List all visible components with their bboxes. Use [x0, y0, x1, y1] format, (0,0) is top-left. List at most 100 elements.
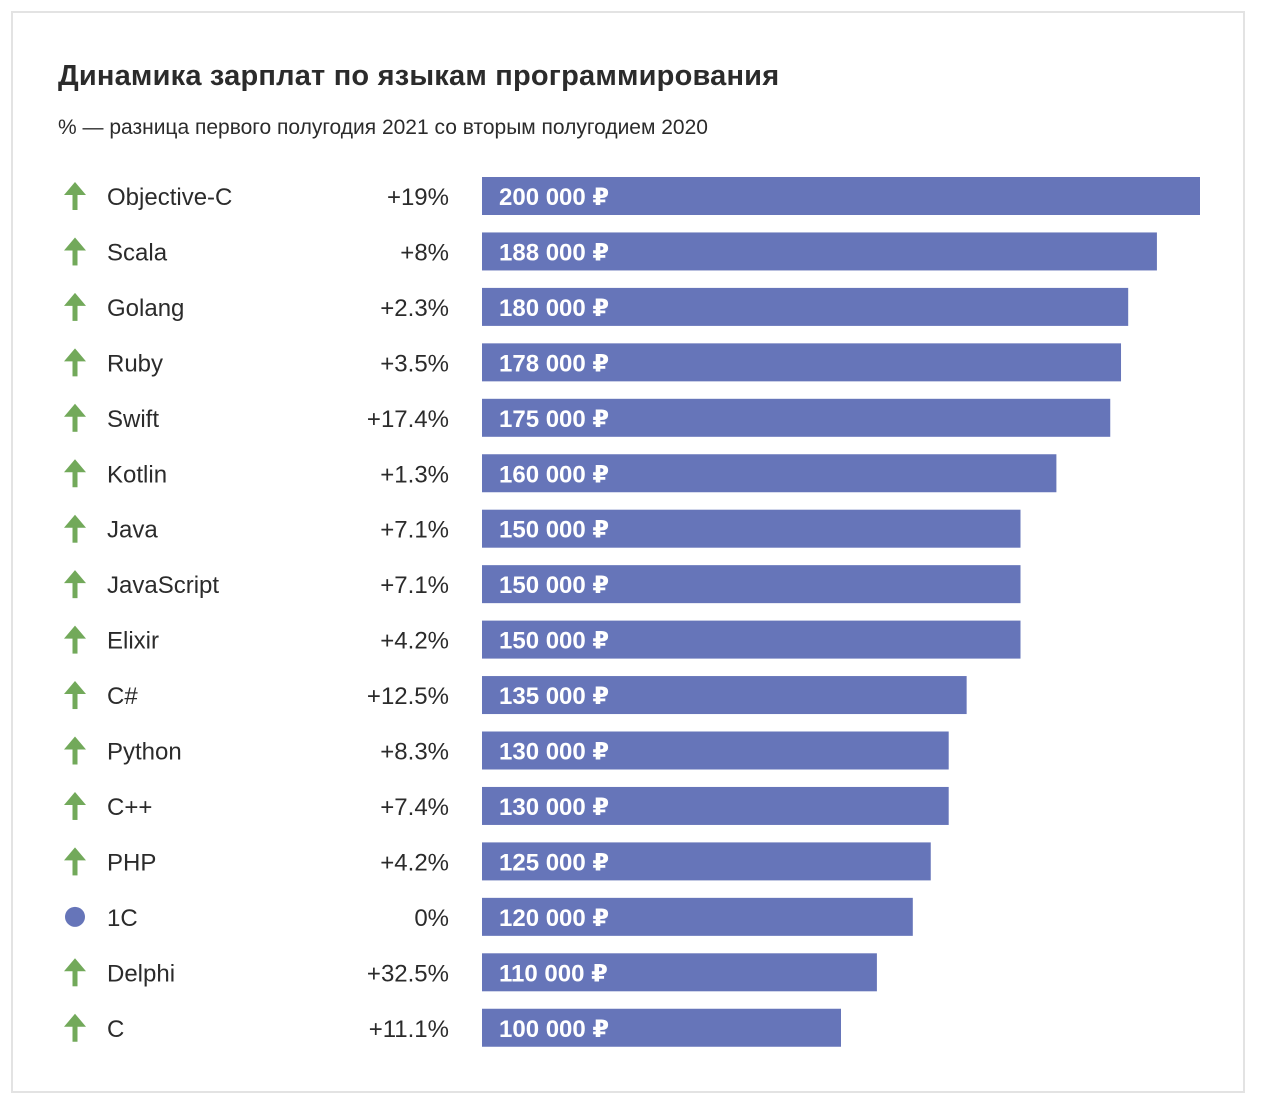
arrow-head [64, 570, 86, 584]
change-label: +3.5% [380, 350, 449, 377]
category-label: Kotlin [107, 461, 167, 488]
arrow-head [64, 514, 86, 528]
arrow-up-icon [64, 292, 86, 321]
category-label: Objective-C [107, 184, 232, 211]
bar [482, 1008, 841, 1047]
value-label: 100 000 ₽ [499, 1016, 609, 1043]
arrow-head [64, 625, 86, 639]
bar [482, 565, 1021, 604]
value-label: 178 000 ₽ [499, 350, 609, 377]
arrow-up-icon [64, 681, 86, 710]
change-label: +1.3% [380, 461, 449, 488]
category-label: C++ [107, 794, 152, 821]
category-label: JavaScript [107, 572, 219, 599]
bar [482, 676, 967, 715]
arrow-head [64, 237, 86, 251]
change-label: +32.5% [367, 960, 449, 987]
arrow-up-icon [64, 847, 86, 876]
category-label: Golang [107, 295, 184, 322]
category-label: 1С [107, 905, 138, 932]
bar [482, 287, 1129, 326]
arrow-head [64, 459, 86, 473]
arrow-shaft [72, 1021, 78, 1042]
change-label: +17.4% [367, 406, 449, 433]
arrow-shaft [72, 799, 78, 820]
bar [482, 509, 1021, 548]
arrow-head [64, 736, 86, 750]
arrow-shaft [72, 411, 78, 432]
value-label: 150 000 ₽ [499, 517, 609, 544]
category-label: Delphi [107, 960, 175, 987]
arrow-head [64, 292, 86, 306]
arrow-head [64, 847, 86, 861]
arrow-head [64, 348, 86, 362]
bar [482, 398, 1111, 437]
bar [482, 232, 1157, 271]
category-label: Java [107, 517, 158, 544]
change-label: +2.3% [380, 295, 449, 322]
arrow-up-icon [64, 403, 86, 432]
change-label: +11.1% [369, 1016, 449, 1043]
change-label: +7.1% [380, 572, 449, 599]
change-label: +7.4% [380, 794, 449, 821]
arrow-head [64, 403, 86, 417]
change-label: +19% [387, 184, 449, 211]
arrow-up-icon [64, 791, 86, 820]
bar [482, 454, 1057, 493]
change-label: +8% [400, 239, 449, 266]
value-label: 150 000 ₽ [499, 628, 609, 655]
category-label: Ruby [107, 350, 163, 377]
value-label: 125 000 ₽ [499, 849, 609, 876]
arrow-shaft [72, 744, 78, 765]
category-label: PHP [107, 849, 156, 876]
arrow-up-icon [64, 736, 86, 765]
value-label: 120 000 ₽ [499, 905, 609, 932]
bar [482, 620, 1021, 659]
arrow-shaft [72, 300, 78, 321]
bar [482, 842, 931, 881]
arrow-head [64, 958, 86, 972]
arrow-head [64, 681, 86, 695]
category-label: C# [107, 683, 138, 710]
bar [482, 177, 1200, 215]
arrow-head [64, 182, 86, 195]
arrow-up-icon [64, 459, 86, 488]
arrow-up-icon [64, 1013, 86, 1042]
arrow-up-icon [64, 514, 86, 543]
change-label: +4.2% [380, 628, 449, 655]
arrow-up-icon [64, 348, 86, 377]
category-label: Python [107, 739, 182, 766]
bar [482, 731, 949, 770]
arrow-up-icon [64, 182, 86, 210]
value-label: 180 000 ₽ [499, 295, 609, 322]
category-label: Scala [107, 239, 168, 266]
arrow-shaft [72, 966, 78, 987]
arrow-up-icon [64, 570, 86, 599]
bar [482, 897, 913, 936]
bar [482, 953, 877, 992]
category-label: C [107, 1016, 124, 1043]
value-label: 200 000 ₽ [499, 184, 609, 211]
bar [482, 343, 1122, 382]
chart-subtitle: % — разница первого полугодия 2021 со вт… [58, 116, 708, 139]
arrow-shaft [72, 855, 78, 876]
value-label: 160 000 ₽ [499, 461, 609, 488]
change-label: +12.5% [367, 683, 449, 710]
arrow-up-icon [64, 625, 86, 654]
change-label: +7.1% [380, 517, 449, 544]
arrow-shaft [72, 689, 78, 710]
value-label: 150 000 ₽ [499, 572, 609, 599]
value-label: 175 000 ₽ [499, 406, 609, 433]
dot-icon [65, 906, 85, 927]
arrow-up-icon [64, 958, 86, 987]
arrow-shaft [72, 467, 78, 488]
category-label: Elixir [107, 628, 159, 655]
value-label: 130 000 ₽ [499, 794, 609, 821]
value-label: 110 000 ₽ [499, 960, 608, 987]
arrow-shaft [72, 356, 78, 377]
arrow-shaft [72, 578, 78, 599]
bar [482, 786, 949, 825]
arrow-shaft [72, 245, 78, 266]
arrow-head [64, 791, 86, 805]
